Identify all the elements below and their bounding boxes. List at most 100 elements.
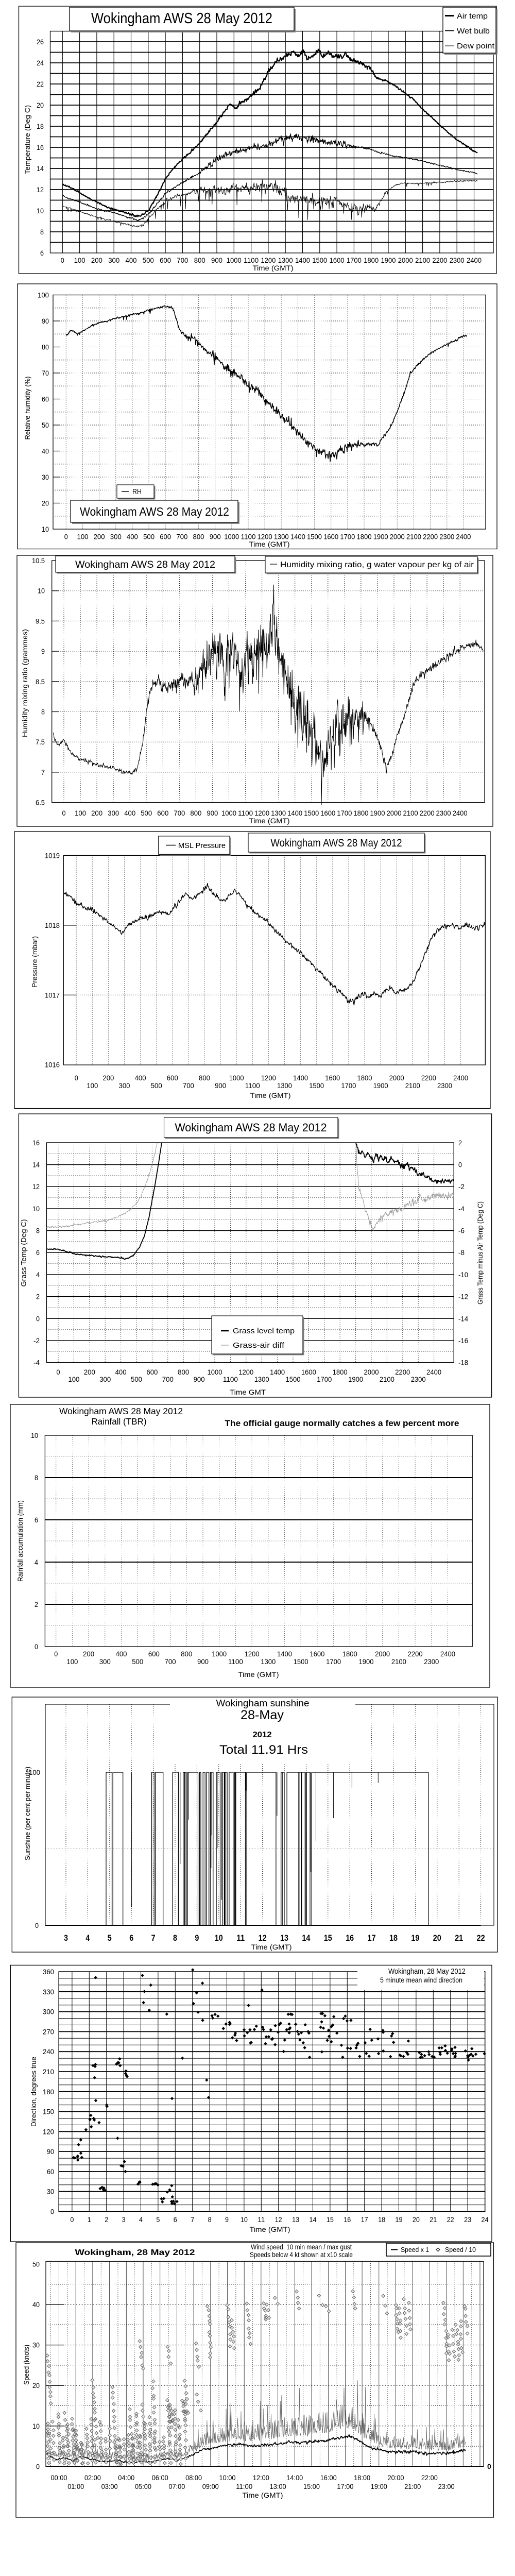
- svg-text:2200: 2200: [421, 1074, 436, 1082]
- svg-text:Time (GMT): Time (GMT): [238, 1670, 279, 1679]
- svg-text:360: 360: [43, 1968, 54, 1976]
- svg-text:28-May: 28-May: [241, 1708, 284, 1722]
- svg-text:100: 100: [87, 1081, 98, 1090]
- svg-text:11: 11: [236, 1933, 245, 1943]
- svg-text:2100: 2100: [403, 809, 418, 817]
- svg-text:2300: 2300: [424, 1657, 439, 1666]
- svg-text:Wokingham AWS 28 May 2012: Wokingham AWS 28 May 2012: [91, 10, 272, 27]
- svg-text:10: 10: [215, 1933, 223, 1943]
- svg-text:10: 10: [42, 525, 49, 533]
- svg-text:22:00: 22:00: [421, 2473, 438, 2482]
- svg-text:03:00: 03:00: [101, 2482, 118, 2490]
- svg-text:-4: -4: [33, 1359, 40, 1367]
- svg-text:40: 40: [42, 447, 49, 455]
- svg-text:700: 700: [177, 256, 188, 264]
- svg-text:5: 5: [108, 1933, 112, 1943]
- svg-text:1300: 1300: [274, 533, 289, 541]
- svg-text:13: 13: [280, 1933, 288, 1943]
- svg-text:0: 0: [36, 1314, 40, 1323]
- svg-text:900: 900: [207, 809, 218, 817]
- svg-text:0: 0: [70, 2215, 74, 2224]
- svg-text:2: 2: [105, 2215, 108, 2224]
- svg-text:08:00: 08:00: [185, 2473, 202, 2482]
- svg-text:30: 30: [42, 473, 49, 481]
- svg-text:2000: 2000: [375, 1650, 390, 1658]
- svg-text:Rainfall (TBR): Rainfall (TBR): [92, 1416, 147, 1427]
- svg-text:700: 700: [176, 533, 187, 541]
- svg-text:22: 22: [37, 80, 44, 88]
- svg-text:4: 4: [85, 1933, 90, 1943]
- svg-text:600: 600: [157, 809, 168, 817]
- svg-text:0: 0: [35, 1642, 38, 1651]
- svg-text:-2: -2: [458, 1182, 465, 1191]
- svg-text:1700: 1700: [337, 809, 352, 817]
- svg-text:21: 21: [430, 2215, 437, 2224]
- svg-text:2400: 2400: [453, 809, 468, 817]
- svg-text:Speeds below 4 kt shown at x10: Speeds below 4 kt shown at x10 scale: [250, 2250, 353, 2259]
- svg-text:2000: 2000: [389, 1074, 404, 1082]
- svg-text:1200: 1200: [261, 1074, 276, 1082]
- svg-text:2300: 2300: [436, 809, 451, 817]
- svg-text:1000: 1000: [221, 809, 236, 817]
- svg-text:14: 14: [32, 1161, 40, 1169]
- svg-text:1000: 1000: [227, 256, 242, 264]
- svg-text:40: 40: [32, 2300, 40, 2309]
- svg-text:9: 9: [195, 1933, 199, 1943]
- svg-text:1: 1: [88, 2215, 91, 2224]
- svg-text:2: 2: [458, 1139, 462, 1147]
- svg-text:Time (GMT): Time (GMT): [250, 2225, 290, 2233]
- svg-text:10: 10: [32, 1205, 40, 1213]
- svg-text:20: 20: [32, 2381, 40, 2389]
- svg-text:2: 2: [35, 1600, 38, 1608]
- svg-text:14: 14: [37, 164, 44, 173]
- svg-text:Wokingham AWS 28 May 2012: Wokingham AWS 28 May 2012: [175, 1121, 327, 1134]
- svg-text:200: 200: [94, 533, 105, 541]
- svg-text:Time (GMT): Time (GMT): [250, 1091, 291, 1099]
- svg-text:0: 0: [57, 1368, 60, 1376]
- svg-text:1500: 1500: [304, 809, 319, 817]
- svg-text:-6: -6: [458, 1227, 465, 1235]
- svg-text:19: 19: [411, 1933, 419, 1943]
- svg-text:8.5: 8.5: [36, 677, 45, 686]
- svg-text:12: 12: [259, 1933, 267, 1943]
- svg-text:2400: 2400: [453, 1074, 468, 1082]
- svg-text:400: 400: [115, 1368, 127, 1376]
- svg-text:12: 12: [275, 2215, 282, 2224]
- svg-text:800: 800: [181, 1650, 192, 1658]
- svg-text:9: 9: [41, 647, 45, 655]
- svg-text:1900: 1900: [373, 1081, 388, 1090]
- svg-text:Air temp: Air temp: [457, 12, 488, 21]
- svg-text:0: 0: [64, 533, 68, 541]
- svg-text:3: 3: [64, 1933, 68, 1943]
- svg-text:1900: 1900: [381, 256, 396, 264]
- svg-text:600: 600: [160, 256, 171, 264]
- svg-text:10: 10: [31, 1431, 38, 1439]
- svg-text:Time (GMT): Time (GMT): [243, 2491, 283, 2499]
- svg-text:12:00: 12:00: [253, 2473, 269, 2482]
- svg-text:12: 12: [37, 185, 44, 194]
- svg-text:7: 7: [41, 768, 45, 776]
- svg-text:1000: 1000: [224, 533, 239, 541]
- svg-text:20: 20: [433, 1933, 441, 1943]
- svg-text:200: 200: [91, 809, 102, 817]
- svg-text:Total 11.91 Hrs: Total 11.91 Hrs: [219, 1743, 308, 1757]
- svg-text:Humidity mixing ratio (grammes: Humidity mixing ratio (grammes): [21, 629, 29, 737]
- svg-text:Wokingham AWS 28 May 2012: Wokingham AWS 28 May 2012: [59, 1406, 183, 1416]
- svg-text:Dew point: Dew point: [457, 42, 495, 50]
- svg-text:23: 23: [464, 2215, 471, 2224]
- svg-text:02:00: 02:00: [84, 2473, 101, 2482]
- svg-text:7: 7: [151, 1933, 156, 1943]
- svg-text:14:00: 14:00: [286, 2473, 303, 2482]
- svg-text:6: 6: [174, 2215, 177, 2224]
- svg-text:07:00: 07:00: [168, 2482, 185, 2490]
- svg-text:100: 100: [75, 809, 86, 817]
- svg-text:9.5: 9.5: [36, 617, 45, 625]
- svg-text:30: 30: [32, 2341, 40, 2349]
- svg-text:22: 22: [477, 1933, 485, 1943]
- svg-text:18: 18: [378, 2215, 385, 2224]
- svg-text:24: 24: [482, 2215, 489, 2224]
- svg-text:The official gauge normally ca: The official gauge normally catches a fe…: [225, 1418, 459, 1428]
- svg-text:900: 900: [211, 256, 222, 264]
- svg-text:18:00: 18:00: [354, 2473, 370, 2482]
- svg-text:20:00: 20:00: [388, 2473, 404, 2482]
